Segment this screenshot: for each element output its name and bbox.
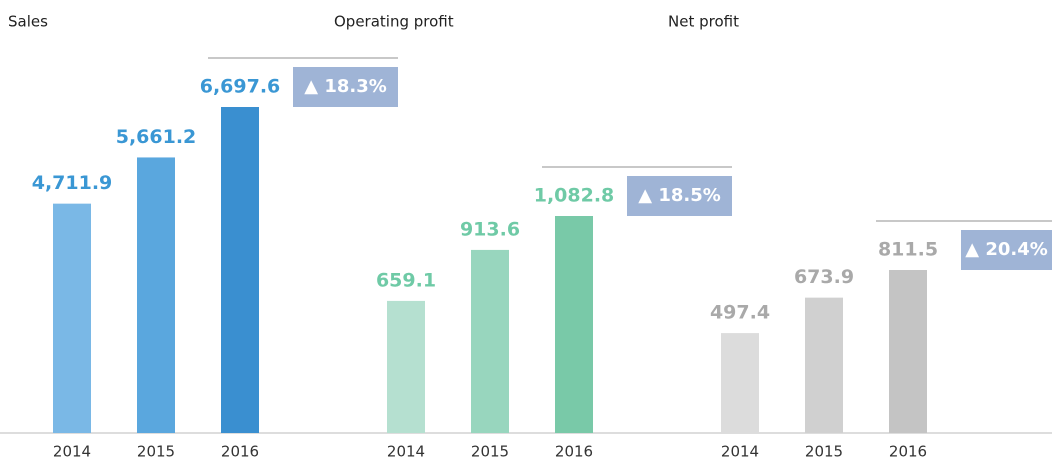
growth-label: ▲ 18.3% bbox=[304, 76, 387, 97]
growth-badge bbox=[293, 67, 398, 107]
x-tick-label: 2016 bbox=[555, 443, 593, 461]
bar bbox=[137, 157, 175, 433]
bar bbox=[721, 333, 759, 433]
growth-badge bbox=[961, 230, 1052, 270]
x-tick-label: 2014 bbox=[53, 443, 91, 461]
x-tick-label: 2014 bbox=[721, 443, 759, 461]
x-tick-label: 2014 bbox=[387, 443, 425, 461]
value-label: 497.4 bbox=[710, 302, 770, 324]
bar bbox=[387, 300, 425, 433]
bar bbox=[889, 270, 927, 433]
panel-title: Sales bbox=[8, 13, 48, 31]
x-tick-label: 2015 bbox=[137, 443, 175, 461]
panel-title: Operating profit bbox=[334, 13, 454, 31]
x-tick-label: 2016 bbox=[889, 443, 927, 461]
value-label: 4,711.9 bbox=[32, 172, 113, 194]
x-tick-label: 2015 bbox=[805, 443, 843, 461]
bar bbox=[805, 297, 843, 433]
value-label: 811.5 bbox=[878, 239, 938, 261]
bar bbox=[555, 216, 593, 433]
value-label: 913.6 bbox=[460, 218, 520, 240]
bar bbox=[53, 203, 91, 433]
value-label: 5,661.2 bbox=[116, 126, 197, 148]
value-label: 673.9 bbox=[794, 266, 854, 288]
value-label: 6,697.6 bbox=[200, 76, 281, 98]
growth-label: ▲ 18.5% bbox=[638, 185, 721, 206]
value-label: 1,082.8 bbox=[534, 185, 615, 207]
bar bbox=[471, 249, 509, 433]
growth-label: ▲ 20.4% bbox=[965, 239, 1048, 260]
bar bbox=[221, 107, 259, 433]
panel-title: Net profit bbox=[668, 13, 739, 31]
x-tick-label: 2015 bbox=[471, 443, 509, 461]
x-tick-label: 2016 bbox=[221, 443, 259, 461]
value-label: 659.1 bbox=[376, 269, 436, 291]
growth-badge bbox=[627, 176, 732, 216]
